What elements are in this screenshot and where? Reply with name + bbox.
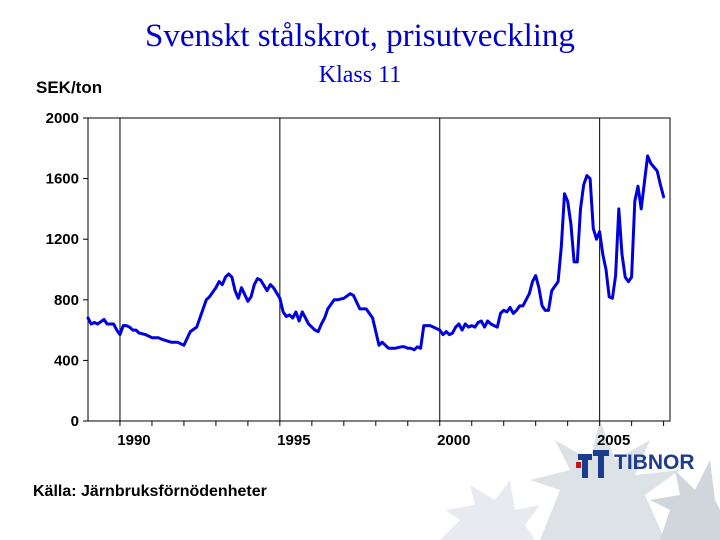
plot-frame bbox=[87, 117, 671, 422]
x-tick-label-2000: 2000 bbox=[437, 432, 470, 449]
y-tick-labels: 0 400 800 1200 1600 2000 bbox=[46, 110, 79, 430]
slide-subtitle: Klass 11 bbox=[318, 62, 402, 88]
y-tick-label-1200: 1200 bbox=[46, 231, 79, 248]
series-layer bbox=[86, 154, 666, 352]
vertical-gridlines bbox=[119, 118, 601, 421]
tibnor-logo-icon bbox=[576, 450, 609, 478]
logo-text: TIBNOR bbox=[614, 451, 695, 474]
x-tick-label-1990: 1990 bbox=[117, 432, 150, 449]
x-tick-label-1995: 1995 bbox=[277, 432, 310, 449]
y-tick-label-400: 400 bbox=[54, 352, 79, 369]
y-tick-label-0: 0 bbox=[71, 413, 79, 430]
slide-title: Svenskt stålskrot, prisutveckling bbox=[145, 18, 575, 54]
source-note: Källa: Järnbruksförnödenheter bbox=[33, 483, 267, 500]
x-tick-label-2005: 2005 bbox=[597, 432, 630, 449]
y-tick-label-1600: 1600 bbox=[46, 171, 79, 188]
axes bbox=[83, 117, 671, 426]
x-tick-labels: 1990 1995 2000 2005 bbox=[117, 432, 630, 449]
price-series-line bbox=[86, 154, 666, 352]
y-tick-label-800: 800 bbox=[54, 292, 79, 309]
y-axis-unit-label: SEK/ton bbox=[36, 78, 103, 97]
y-tick-label-2000: 2000 bbox=[46, 110, 79, 127]
maple-leaf-decoration bbox=[440, 420, 720, 540]
